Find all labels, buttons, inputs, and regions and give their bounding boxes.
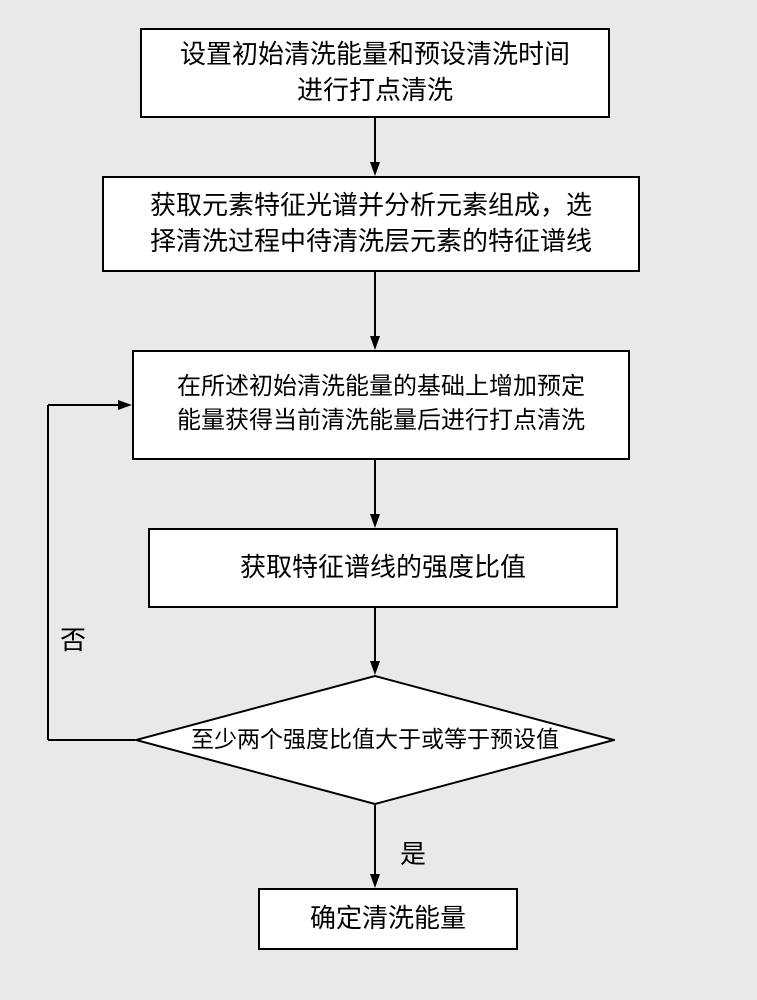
label-no: 否 xyxy=(60,620,86,657)
step-2-text: 获取元素特征光谱并分析元素组成，选择清洗过程中待清洗层元素的特征谱线 xyxy=(150,188,592,261)
flowchart-canvas: 设置初始清洗能量和预设清洗时间进行打点清洗 获取元素特征光谱并分析元素组成，选择… xyxy=(0,0,757,1000)
step-3-text: 在所述初始清洗能量的基础上增加预定能量获得当前清洗能量后进行打点清洗 xyxy=(177,371,585,438)
step-2-acquire-spectrum: 获取元素特征光谱并分析元素组成，选择清洗过程中待清洗层元素的特征谱线 xyxy=(102,176,640,272)
step-4-get-intensity-ratio: 获取特征谱线的强度比值 xyxy=(148,528,618,608)
decision-text: 至少两个强度比值大于或等于预设值 xyxy=(191,725,559,755)
step-6-determine-energy: 确定清洗能量 xyxy=(258,888,518,950)
step-1-set-initial-energy: 设置初始清洗能量和预设清洗时间进行打点清洗 xyxy=(140,28,610,118)
step-4-text: 获取特征谱线的强度比值 xyxy=(240,550,526,586)
step-1-text: 设置初始清洗能量和预设清洗时间进行打点清洗 xyxy=(180,37,570,110)
step-6-text: 确定清洗能量 xyxy=(310,901,466,937)
label-yes: 是 xyxy=(400,834,426,871)
arrows-layer xyxy=(0,0,757,1000)
decision-intensity-threshold: 至少两个强度比值大于或等于预设值 xyxy=(135,675,615,805)
step-3-increase-energy: 在所述初始清洗能量的基础上增加预定能量获得当前清洗能量后进行打点清洗 xyxy=(132,350,630,460)
